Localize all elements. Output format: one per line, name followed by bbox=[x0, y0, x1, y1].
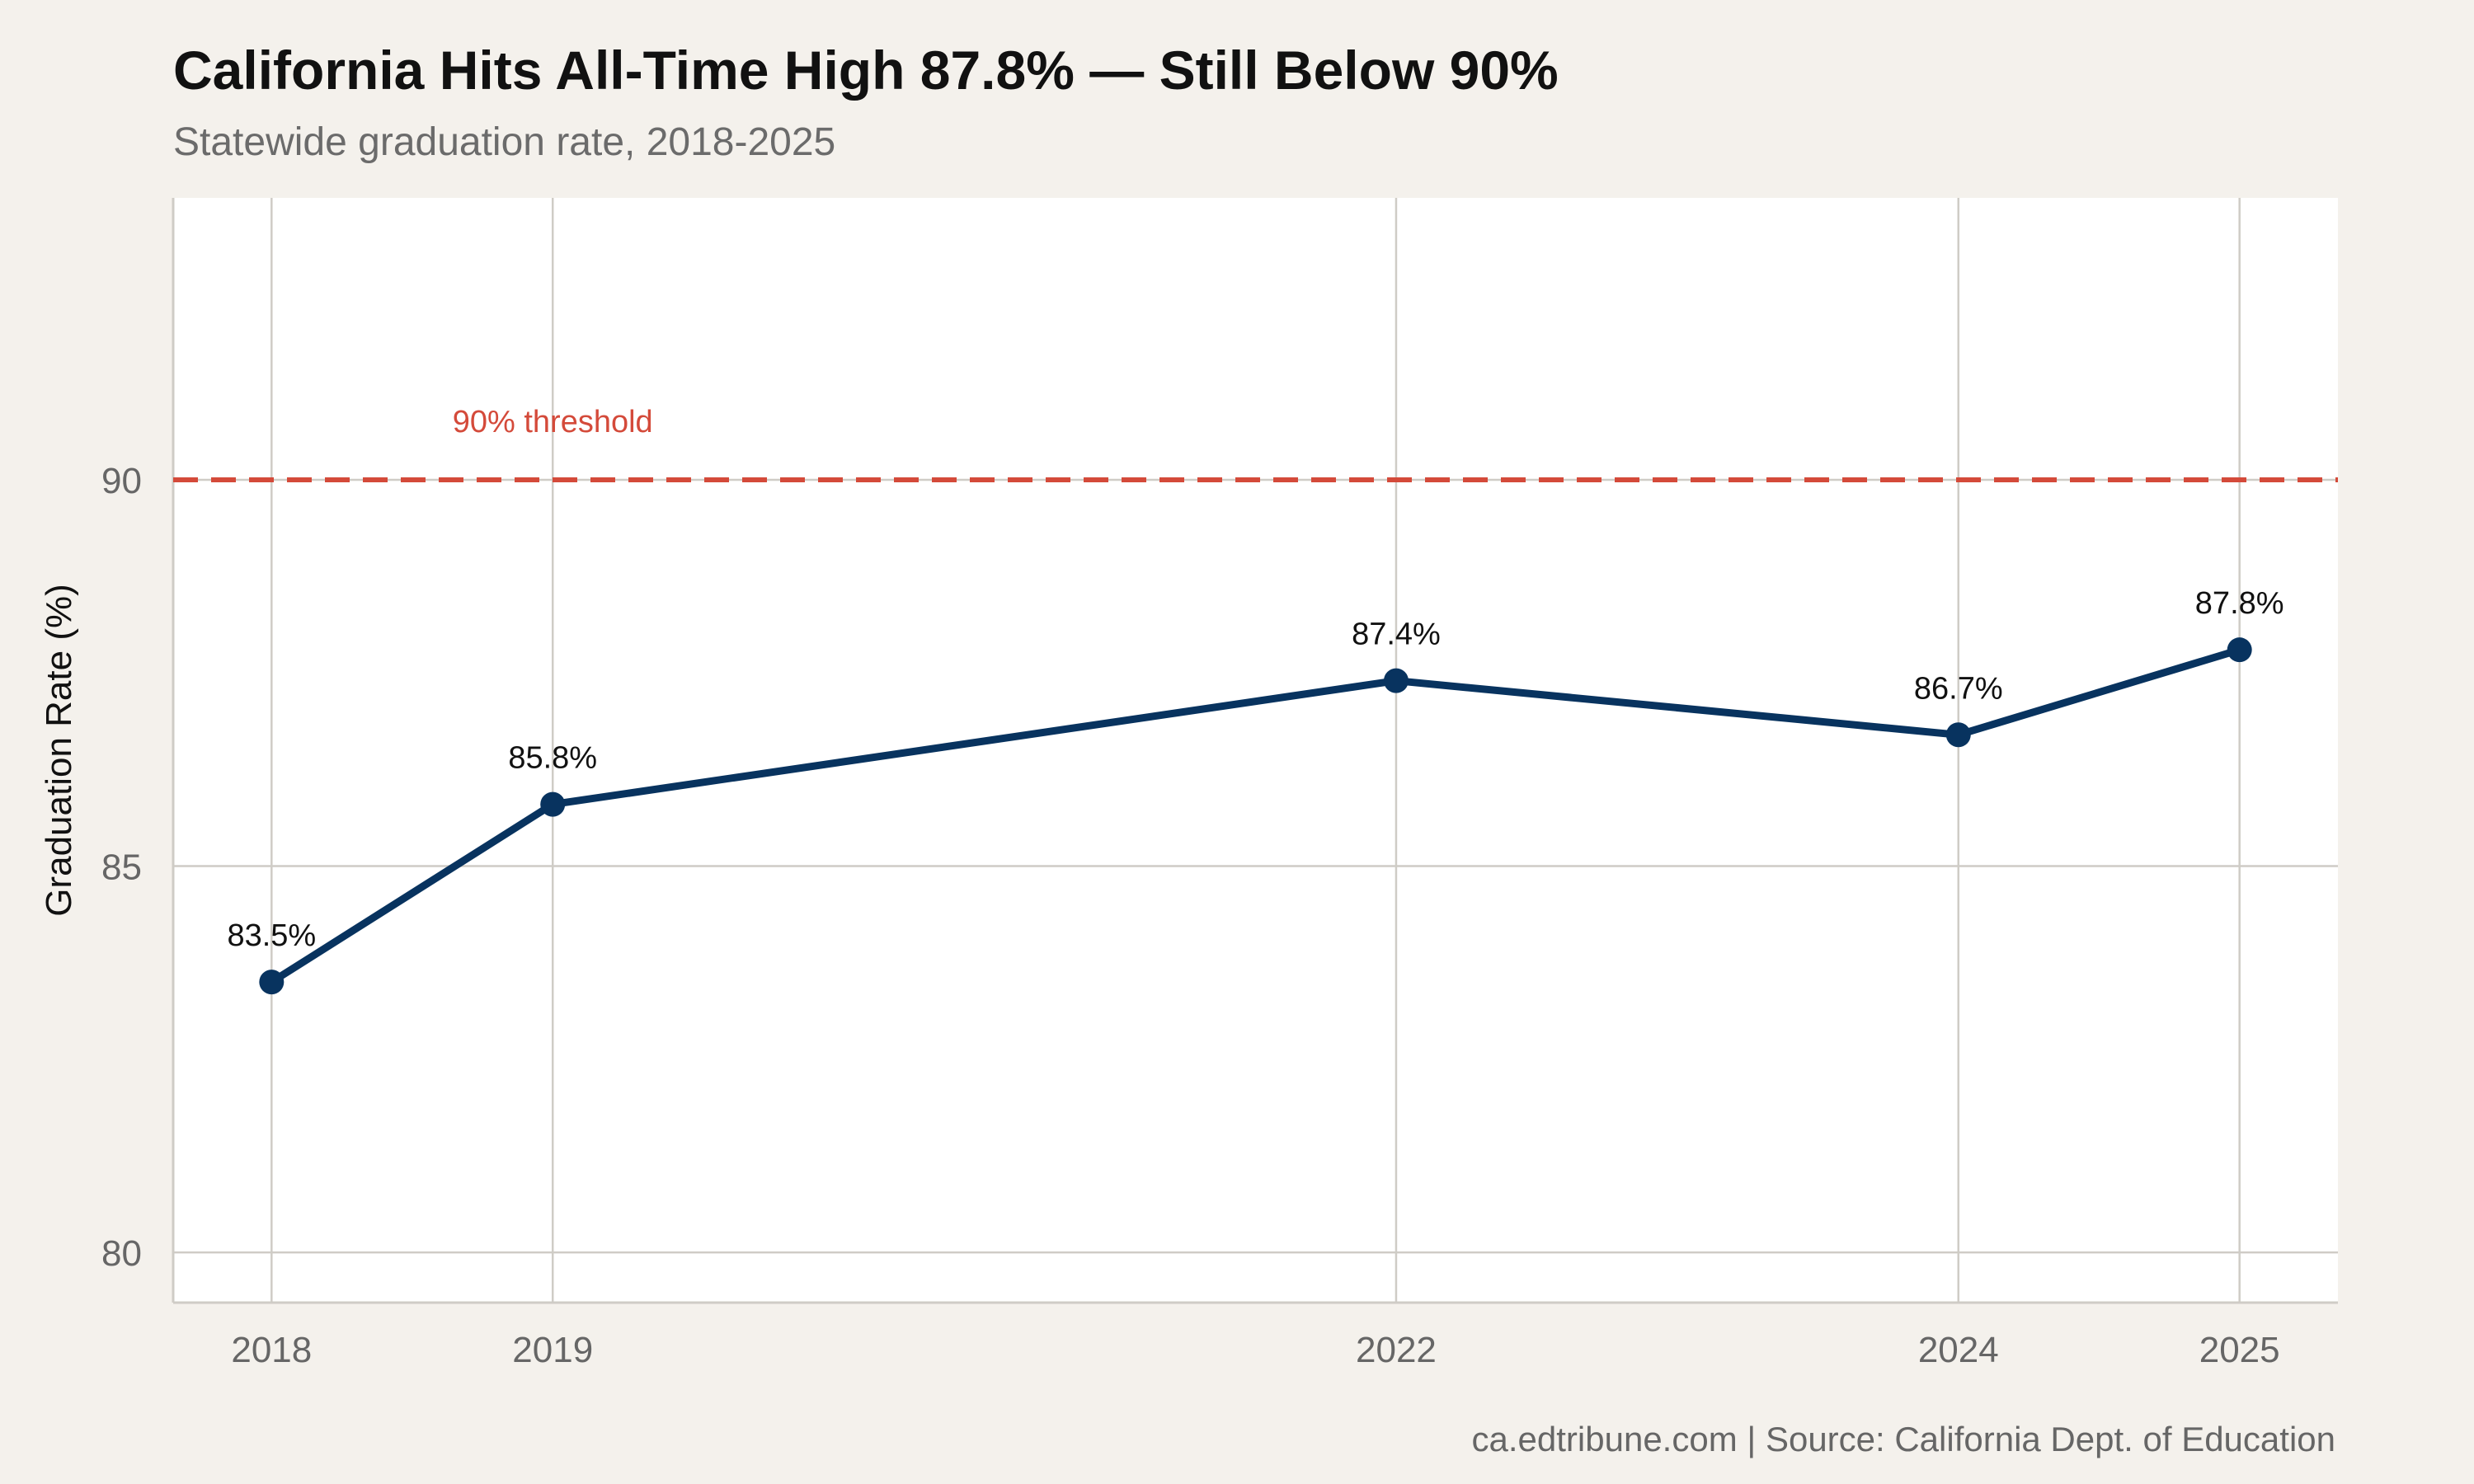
chart-title: California Hits All-Time High 87.8% — St… bbox=[173, 40, 1559, 101]
x-tick-label: 2024 bbox=[1918, 1330, 1999, 1370]
y-tick-label: 85 bbox=[101, 848, 142, 888]
reference-layer: 90% threshold bbox=[173, 405, 2338, 483]
y-tick-label: 80 bbox=[101, 1233, 142, 1274]
data-point bbox=[540, 791, 566, 817]
data-label: 85.8% bbox=[508, 741, 597, 776]
axis-layer: 80 85 90 2018 2019 2022 2024 2025 bbox=[101, 198, 2338, 1370]
data-point bbox=[1945, 722, 1971, 748]
data-label-layer: 83.5% 85.8% 87.4% 86.7% 87.8% bbox=[227, 586, 2284, 953]
x-tick-label: 2019 bbox=[512, 1330, 593, 1370]
data-point bbox=[259, 970, 285, 995]
source-caption: ca.edtribune.com | Source: California De… bbox=[1472, 1420, 2335, 1458]
chart-subtitle: Statewide graduation rate, 2018-2025 bbox=[173, 120, 835, 164]
plot-panel bbox=[173, 198, 2338, 1303]
x-tick-label: 2025 bbox=[2199, 1330, 2280, 1370]
data-label: 83.5% bbox=[227, 918, 316, 953]
x-tick-label: 2018 bbox=[231, 1330, 312, 1370]
y-tick-label: 90 bbox=[101, 461, 142, 501]
data-label: 86.7% bbox=[1914, 671, 2003, 706]
data-label: 87.8% bbox=[2195, 586, 2284, 621]
data-point bbox=[2227, 637, 2252, 663]
x-tick-label: 2022 bbox=[1356, 1330, 1437, 1370]
series-layer bbox=[259, 637, 2252, 995]
data-label: 87.4% bbox=[1352, 618, 1441, 652]
data-point bbox=[1383, 668, 1409, 693]
y-axis-title: Graduation Rate (%) bbox=[39, 584, 79, 917]
threshold-label: 90% threshold bbox=[453, 405, 653, 439]
